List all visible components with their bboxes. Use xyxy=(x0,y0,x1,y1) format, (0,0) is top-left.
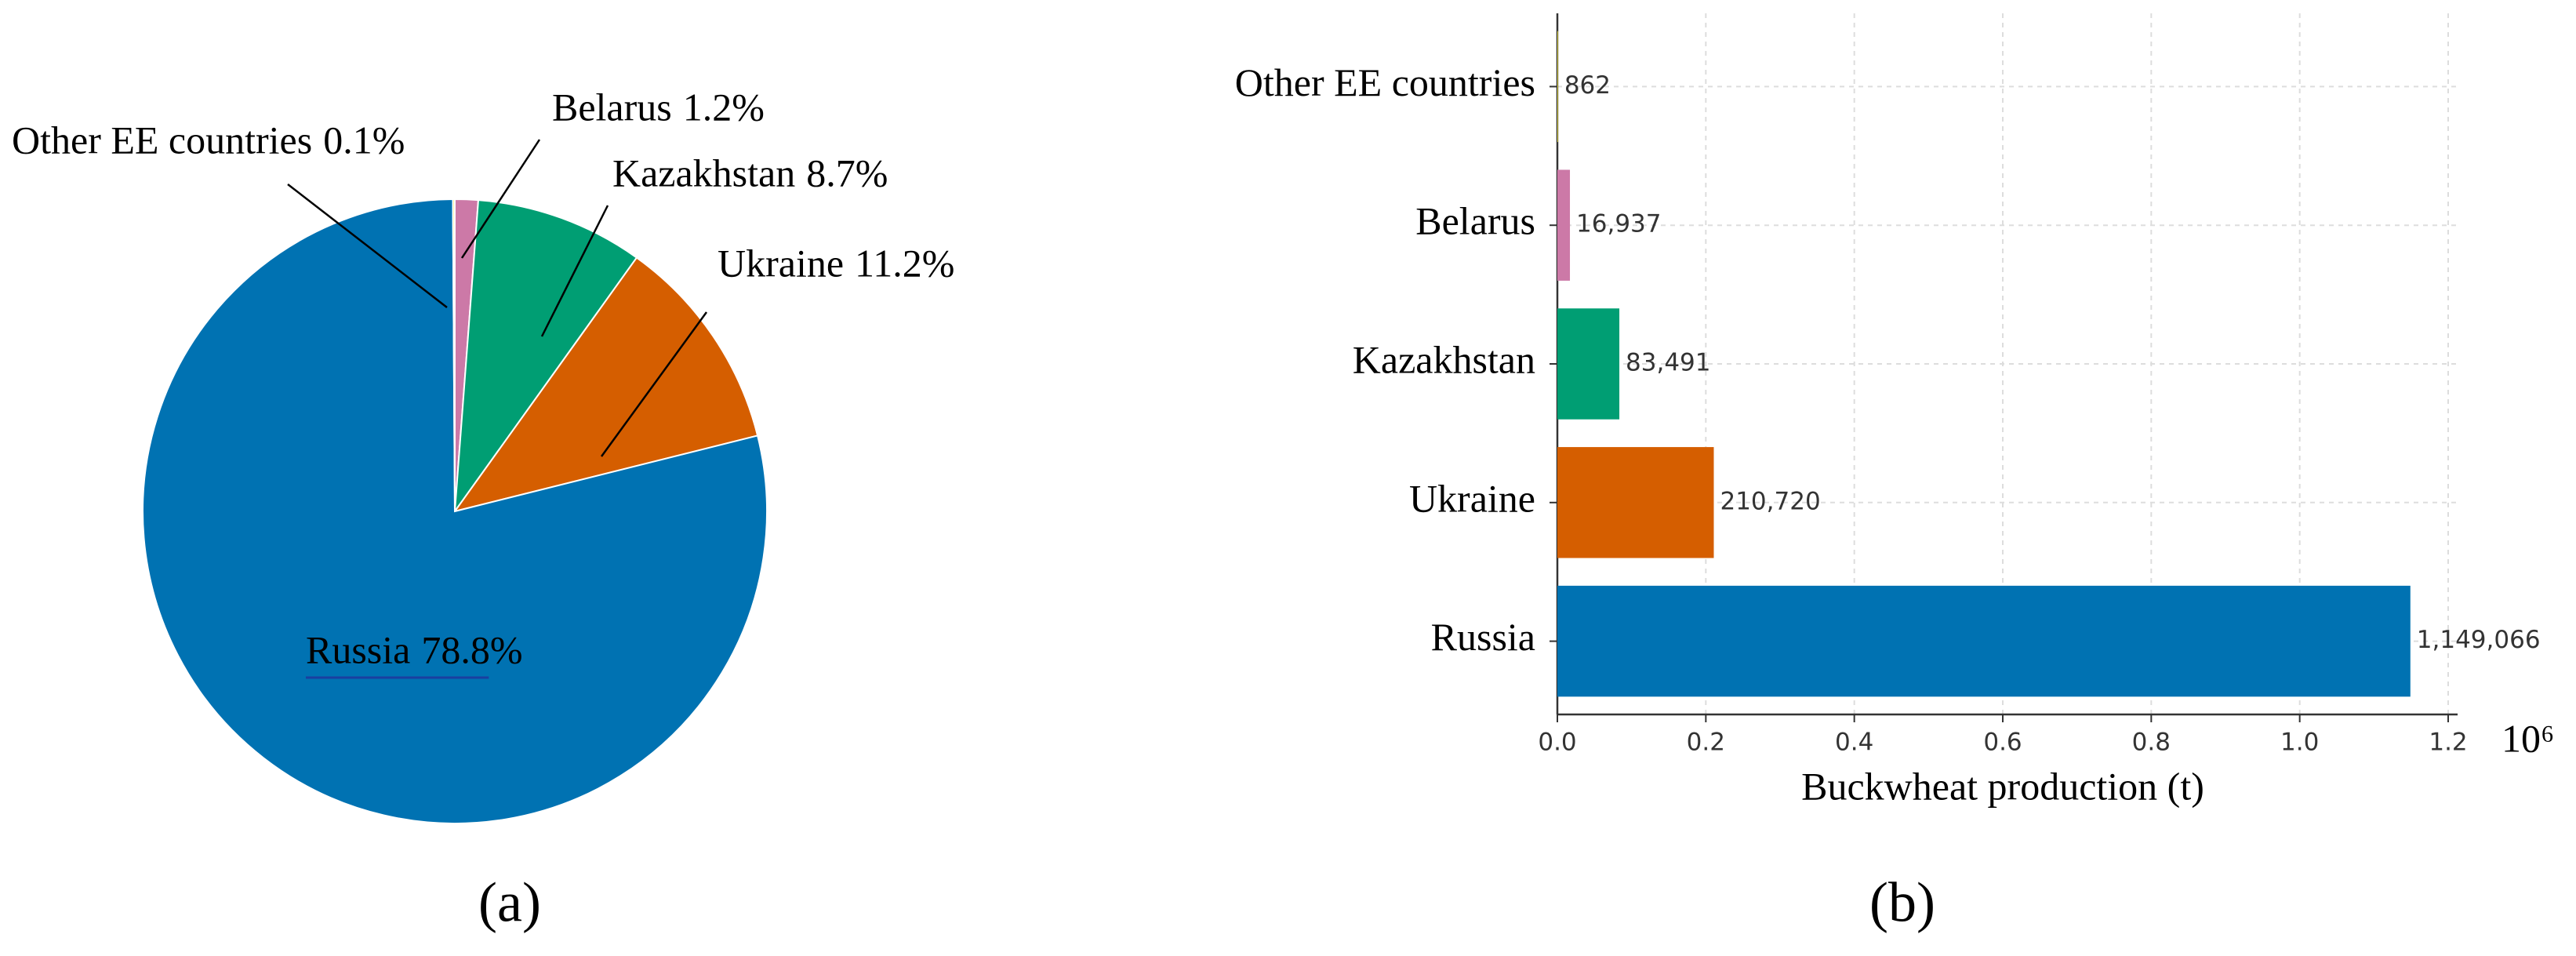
bar xyxy=(1557,169,1571,281)
x-tick-label: 0.6 xyxy=(1983,729,2022,757)
bar xyxy=(1557,308,1620,420)
panel-label: (b) xyxy=(1869,871,1935,934)
slice-value-label: 0.1% xyxy=(323,118,405,162)
slice-label: Belarus xyxy=(552,85,672,129)
value-label: 1,149,066 xyxy=(2417,626,2541,654)
x-tick-label: 1.2 xyxy=(2429,729,2467,757)
leader-line xyxy=(460,139,541,259)
slice-label: Other EE countries xyxy=(12,118,312,162)
x-tick-label: 0.0 xyxy=(1538,729,1576,757)
leader-line xyxy=(540,205,609,337)
panel-label: (a) xyxy=(478,871,541,934)
pie-slice xyxy=(452,198,456,512)
y-tick-label: Kazakhstan xyxy=(1353,337,1535,381)
value-label: 210,720 xyxy=(1720,487,1820,515)
x-tick-label: 1.0 xyxy=(2280,729,2319,757)
slice-label: Ukraine xyxy=(718,241,844,285)
x-tick-label: 0.4 xyxy=(1835,729,1873,757)
axis-multiplier: 10⁶ xyxy=(2502,716,2554,760)
x-axis-title: Buckwheat production (t) xyxy=(1801,764,2204,808)
leader-line xyxy=(600,311,708,457)
y-tick-label: Ukraine xyxy=(1409,476,1535,520)
y-tick-label: Belarus xyxy=(1415,199,1535,243)
y-tick-label: Other EE countries xyxy=(1235,60,1535,104)
value-label: 83,491 xyxy=(1626,349,1710,377)
bar xyxy=(1557,585,2411,697)
slice-label: Russia xyxy=(306,627,410,671)
y-tick-label: Russia xyxy=(1431,615,1535,659)
value-label: 16,937 xyxy=(1576,210,1661,238)
slice-value-label: 8.7% xyxy=(806,151,888,194)
slice-value-label: 1.2% xyxy=(683,85,765,129)
x-tick-label: 0.2 xyxy=(1687,729,1725,757)
pie-slice xyxy=(452,256,759,513)
leader-line xyxy=(287,184,448,308)
pie-slice xyxy=(142,198,768,824)
x-tick-label: 0.8 xyxy=(2132,729,2171,757)
bar xyxy=(1557,447,1714,558)
slice-label: Kazakhstan xyxy=(612,151,795,194)
pie-slice xyxy=(453,199,638,514)
bar xyxy=(1557,31,1558,143)
slice-value-label: 78.8% xyxy=(421,627,522,671)
slice-value-label: 11.2% xyxy=(855,241,954,285)
value-label: 862 xyxy=(1564,71,1611,100)
